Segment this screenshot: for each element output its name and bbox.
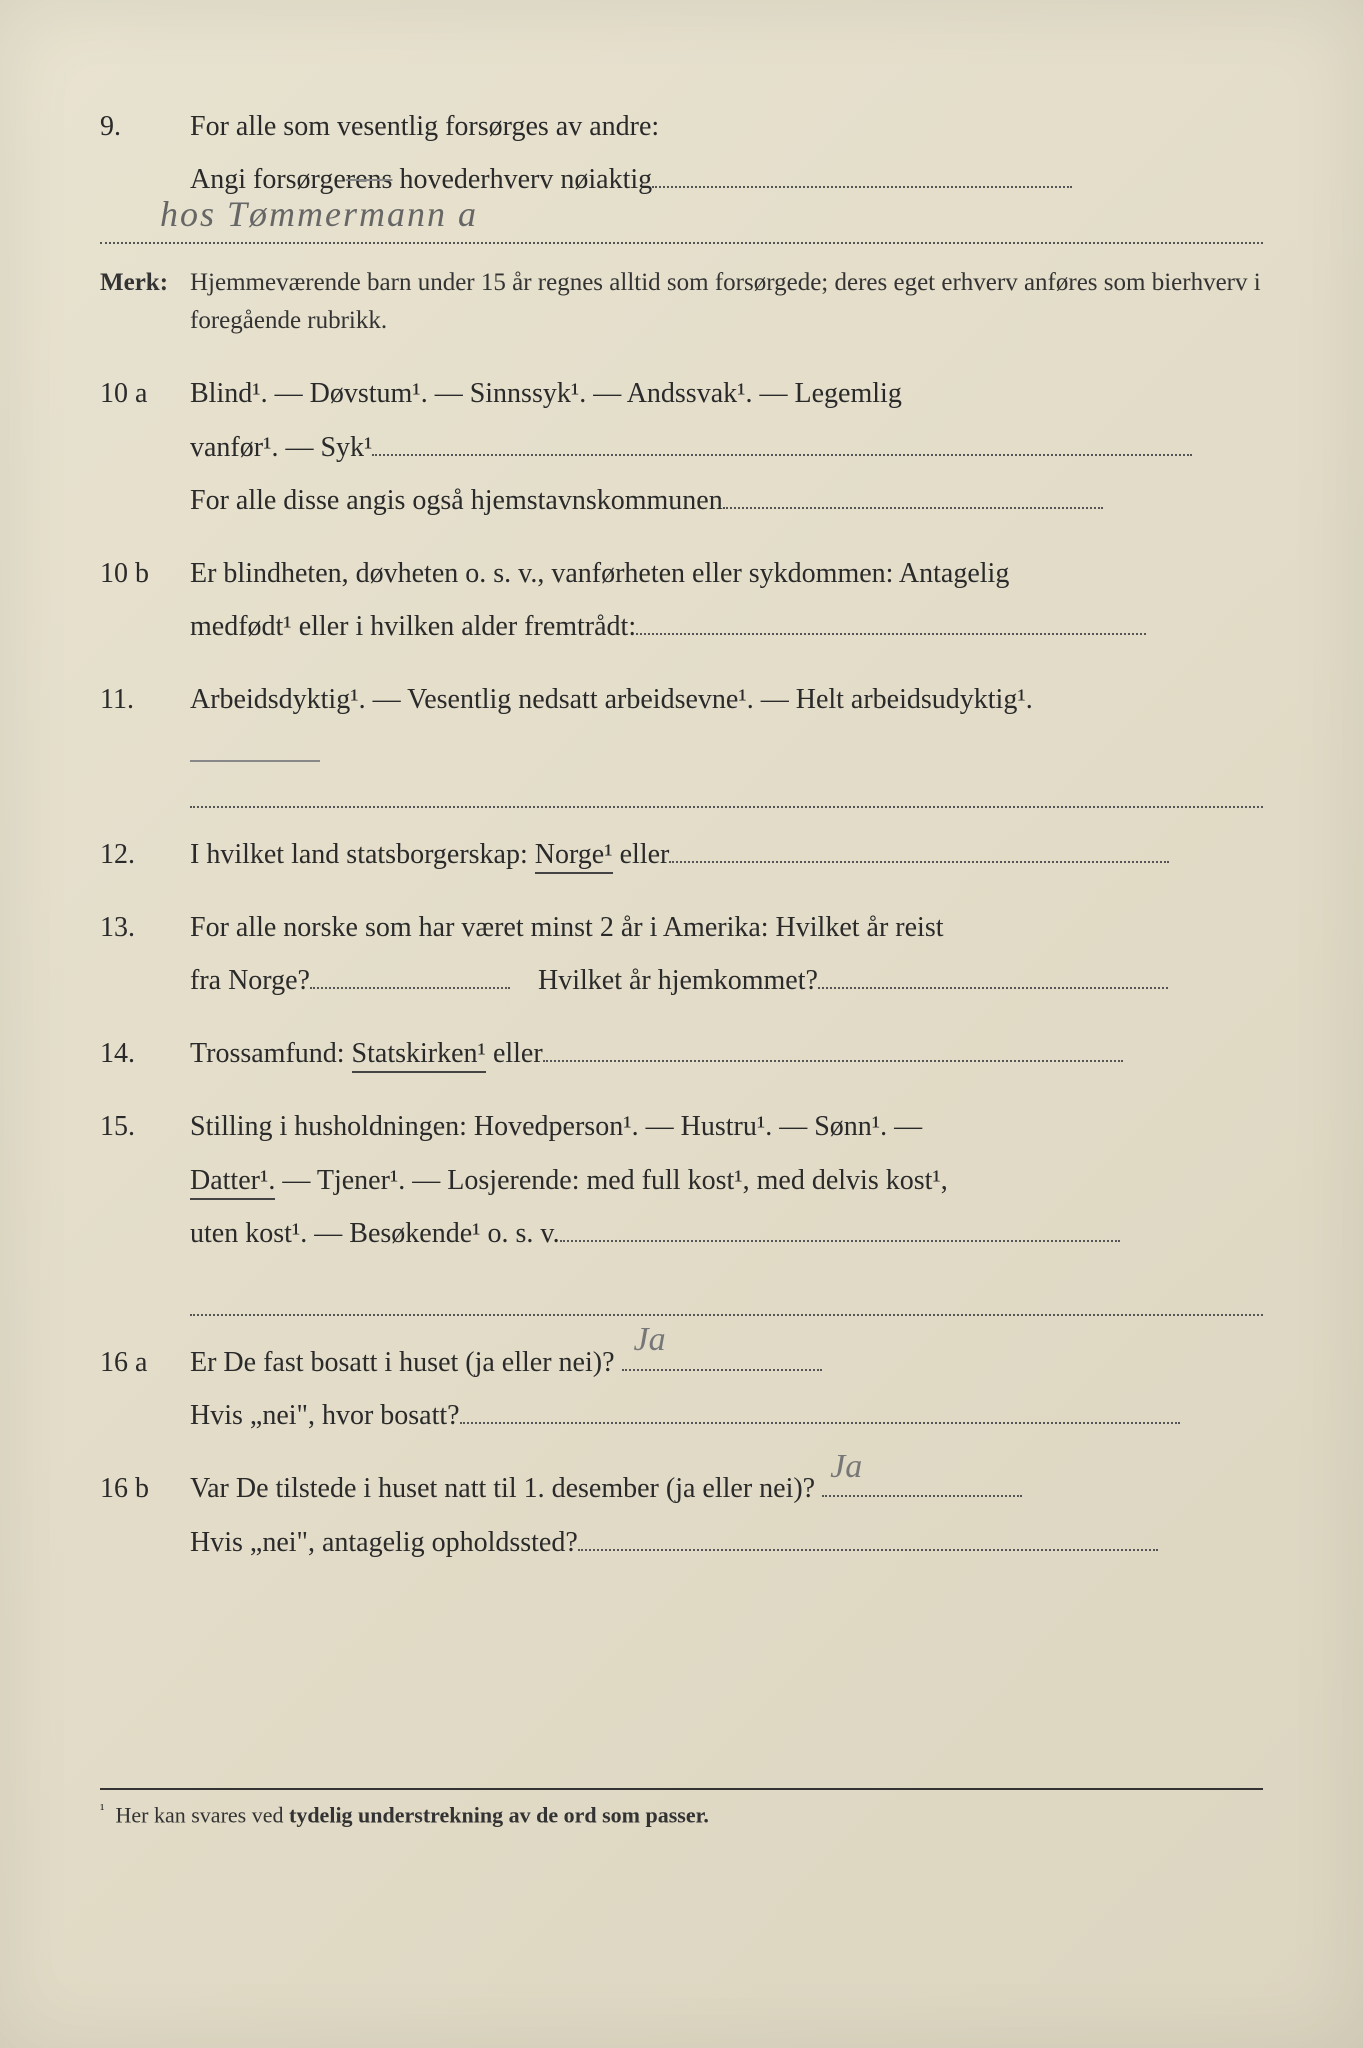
text-segment: Hvis „nei", hvor bosatt?	[190, 1400, 460, 1431]
underlined-option: Datter¹.	[190, 1165, 275, 1200]
question-12: 12. I hvilket land statsborgerskap: Norg…	[100, 828, 1263, 881]
fill-line	[652, 186, 1072, 188]
text-segment: eller	[486, 1038, 543, 1069]
text-segment: vanfør¹. — Syk¹	[190, 432, 372, 463]
fill-line	[723, 507, 1103, 509]
handwritten-answer: hos Tømmermann a	[160, 180, 478, 248]
merk-text: Hjemmeværende barn under 15 år regnes al…	[190, 264, 1263, 339]
text-line: fra Norge? Hvilket år hjemkommet?	[190, 954, 1263, 1007]
text-segment: Trossamfund:	[190, 1038, 352, 1069]
text-segment: Er De fast bosatt i huset (ja eller nei)…	[190, 1347, 615, 1378]
text-line: Blind¹. — Døvstum¹. — Sinnssyk¹. — Andss…	[190, 367, 1263, 420]
footnote-marker: ¹	[100, 1802, 105, 1818]
fill-line	[669, 861, 1169, 863]
question-content: I hvilket land statsborgerskap: Norge¹ e…	[190, 828, 1263, 881]
text-segment: Hvilket år hjemkommet?	[538, 965, 818, 996]
text-line: Arbeidsdyktig¹. — Vesentlig nedsatt arbe…	[190, 673, 1263, 726]
question-15: 15. Stilling i husholdningen: Hovedperso…	[100, 1100, 1263, 1316]
text-line: Stilling i husholdningen: Hovedperson¹. …	[190, 1100, 1263, 1153]
question-content: Trossamfund: Statskirken¹ eller	[190, 1027, 1263, 1080]
document-page: 9. For alle som vesentlig forsørges av a…	[0, 0, 1363, 2048]
question-number: 10 a	[100, 367, 190, 527]
text-line: vanfør¹. — Syk¹	[190, 421, 1263, 474]
fill-line	[310, 987, 510, 989]
text-line: uten kost¹. — Besøkende¹ o. s. v.	[190, 1207, 1263, 1260]
question-number: 10 b	[100, 547, 190, 653]
text-line: medfødt¹ eller i hvilken alder fremtrådt…	[190, 600, 1263, 653]
text-line: For alle disse angis også hjemstavnskomm…	[190, 474, 1263, 527]
fill-line	[460, 1422, 1180, 1424]
question-number: 15.	[100, 1100, 190, 1316]
handwritten-answer: Ja	[634, 1308, 666, 1373]
note-merk: Merk: Hjemmeværende barn under 15 år reg…	[100, 264, 1263, 339]
question-14: 14. Trossamfund: Statskirken¹ eller	[100, 1027, 1263, 1080]
text-line: Hvis „nei", antagelig opholdssted?	[190, 1516, 1263, 1569]
fill-line	[636, 633, 1146, 635]
text-segment: I hvilket land statsborgerskap:	[190, 839, 535, 870]
text-line: For alle norske som har været minst 2 år…	[190, 901, 1263, 954]
handwritten-answer: Ja	[830, 1435, 862, 1500]
question-16a: 16 a Er De fast bosatt i huset (ja eller…	[100, 1336, 1263, 1442]
text-line: Var De tilstede i huset natt til 1. dese…	[190, 1462, 1263, 1515]
text-segment: — Tjener¹. — Losjerende: med full kost¹,…	[275, 1165, 947, 1196]
footnote: ¹ Her kan svares ved tydelig understrekn…	[100, 1788, 1263, 1828]
question-content: For alle norske som har været minst 2 år…	[190, 901, 1263, 1007]
fill-line	[818, 987, 1168, 989]
text-segment: uten kost¹. — Besøkende¹ o. s. v.	[190, 1218, 560, 1249]
question-11: 11. Arbeidsdyktig¹. — Vesentlig nedsatt …	[100, 673, 1263, 807]
fill-line	[190, 770, 1263, 808]
fill-line	[560, 1240, 1120, 1242]
fill-line	[578, 1549, 1158, 1551]
question-10b: 10 b Er blindheten, døvheten o. s. v., v…	[100, 547, 1263, 653]
text-segment: eller	[613, 839, 670, 870]
text-line: Er De fast bosatt i huset (ja eller nei)…	[190, 1336, 1263, 1389]
fill-line	[543, 1060, 1123, 1062]
question-content: Er blindheten, døvheten o. s. v., vanfør…	[190, 547, 1263, 653]
question-content: Er De fast bosatt i huset (ja eller nei)…	[190, 1336, 1263, 1442]
question-number: 14.	[100, 1027, 190, 1080]
question-content: Arbeidsdyktig¹. — Vesentlig nedsatt arbe…	[190, 673, 1263, 807]
question-number: 16 a	[100, 1336, 190, 1442]
text-line: Er blindheten, døvheten o. s. v., vanfør…	[190, 547, 1263, 600]
question-content: Var De tilstede i huset natt til 1. dese…	[190, 1462, 1263, 1568]
question-9-line1: For alle som vesentlig forsørges av andr…	[190, 100, 1263, 153]
text-segment: For alle disse angis også hjemstavnskomm…	[190, 485, 723, 516]
text-line: Hvis „nei", hvor bosatt?	[190, 1389, 1263, 1442]
question-number: 13.	[100, 901, 190, 1007]
question-content: For alle som vesentlig forsørges av andr…	[190, 100, 1263, 244]
fill-line: Ja	[622, 1369, 822, 1371]
underlined-option: Statskirken¹	[352, 1038, 486, 1073]
fill-line: Ja	[822, 1495, 1022, 1497]
question-content: Stilling i husholdningen: Hovedperson¹. …	[190, 1100, 1263, 1316]
question-16b: 16 b Var De tilstede i huset natt til 1.…	[100, 1462, 1263, 1568]
text-segment: Hvis „nei", antagelig opholdssted?	[190, 1527, 578, 1558]
text-segment: Var De tilstede i huset natt til 1. dese…	[190, 1473, 815, 1504]
question-number: 12.	[100, 828, 190, 881]
underlined-option: Norge¹	[535, 839, 613, 874]
question-number: 16 b	[100, 1462, 190, 1568]
fill-line	[372, 454, 1192, 456]
text-line: Datter¹. — Tjener¹. — Losjerende: med fu…	[190, 1154, 1263, 1207]
text-segment: medfødt¹ eller i hvilken alder fremtrådt…	[190, 611, 636, 642]
question-content: Blind¹. — Døvstum¹. — Sinnssyk¹. — Andss…	[190, 367, 1263, 527]
fill-line	[190, 1278, 1263, 1316]
footnote-text-pre: Her kan svares ved	[116, 1802, 290, 1827]
text-segment: fra Norge?	[190, 965, 310, 996]
answer-line: hos Tømmermann a	[100, 206, 1263, 244]
question-9: 9. For alle som vesentlig forsørges av a…	[100, 100, 1263, 244]
question-10a: 10 a Blind¹. — Døvstum¹. — Sinnssyk¹. — …	[100, 367, 1263, 527]
merk-label: Merk:	[100, 264, 190, 339]
question-number: 11.	[100, 673, 190, 807]
footnote-text-bold: tydelig understrekning av de ord som pas…	[289, 1802, 709, 1827]
question-13: 13. For alle norske som har været minst …	[100, 901, 1263, 1007]
